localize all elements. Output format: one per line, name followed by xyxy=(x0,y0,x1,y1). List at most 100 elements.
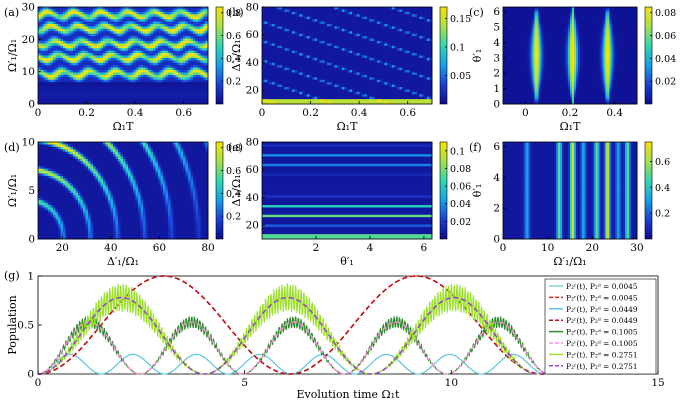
heatmap-cell xyxy=(267,12,270,15)
heatmap-cell xyxy=(178,89,181,92)
heatmap-cell xyxy=(178,63,181,66)
heatmap-cell xyxy=(272,34,275,37)
heatmap-cell xyxy=(66,19,69,22)
heatmap-cell xyxy=(98,43,101,46)
heatmap-cell xyxy=(400,89,403,92)
heatmap-cell xyxy=(51,89,54,92)
heatmap-cell xyxy=(302,34,305,37)
heatmap-cell xyxy=(198,24,201,27)
heatmap-cell xyxy=(98,29,101,32)
heatmap-cell xyxy=(188,48,191,51)
heatmap-cell xyxy=(340,68,343,71)
heatmap-cell xyxy=(138,58,141,61)
heatmap-cell xyxy=(277,9,280,12)
heatmap-cell xyxy=(295,24,298,27)
heatmap-cell xyxy=(171,80,174,83)
heatmap-cell xyxy=(352,82,355,85)
heatmap-cell xyxy=(178,65,181,68)
heatmap-cell xyxy=(262,80,265,83)
heatmap-cell xyxy=(96,48,99,51)
heatmap-cell xyxy=(136,41,139,44)
heatmap-cell xyxy=(335,60,338,63)
heatmap-cell xyxy=(280,48,283,51)
heatmap-cell xyxy=(290,77,293,80)
heatmap-cell xyxy=(176,34,179,37)
heatmap-cell xyxy=(58,72,61,75)
heatmap-cell xyxy=(375,94,378,97)
heatmap-cell xyxy=(98,58,101,61)
heatmap-cell xyxy=(183,80,186,83)
heatmap-cell xyxy=(141,53,144,56)
heatmap-cell xyxy=(43,14,46,17)
heatmap-cell xyxy=(295,85,298,88)
heatmap-cell xyxy=(186,19,189,22)
heatmap-cell xyxy=(198,97,201,100)
heatmap-cell xyxy=(138,36,141,39)
heatmap-cell xyxy=(51,58,54,61)
heatmap-cell xyxy=(342,77,345,80)
heatmap-cell xyxy=(287,51,290,54)
heatmap-cell xyxy=(335,75,338,78)
heatmap-cell xyxy=(78,26,81,29)
heatmap-cell xyxy=(302,56,305,59)
heatmap-cell xyxy=(88,7,91,10)
heatmap-cell xyxy=(357,82,360,85)
heatmap-cell xyxy=(113,36,116,39)
heatmap-cell xyxy=(173,22,176,25)
heatmap-cell xyxy=(387,41,390,44)
heatmap-cell xyxy=(397,70,400,73)
heatmap-cell xyxy=(58,92,61,95)
heatmap-cell xyxy=(337,41,340,44)
heatmap-cell xyxy=(43,39,46,42)
heatmap-cell xyxy=(322,53,325,56)
heatmap-cell xyxy=(41,97,44,100)
heatmap-cell xyxy=(191,24,194,27)
heatmap-cell xyxy=(126,51,129,54)
heatmap-cell xyxy=(138,94,141,97)
heatmap-cell xyxy=(108,65,111,68)
heatmap-cell xyxy=(310,43,313,46)
heatmap-cell xyxy=(380,24,383,27)
heatmap-cell xyxy=(46,58,49,61)
heatmap-cell xyxy=(347,12,350,15)
heatmap-cell xyxy=(176,63,179,66)
heatmap-cell xyxy=(96,41,99,44)
heatmap-cell xyxy=(198,36,201,39)
heatmap-cell xyxy=(315,48,318,51)
heatmap-cell xyxy=(141,26,144,29)
heatmap-cell xyxy=(385,39,388,42)
heatmap-cell xyxy=(118,51,121,54)
heatmap-cell xyxy=(148,24,151,27)
heatmap-cell xyxy=(392,48,395,51)
heatmap-cell xyxy=(48,9,51,12)
heatmap-cell xyxy=(73,9,76,12)
heatmap-cell xyxy=(203,65,206,68)
heatmap-cell xyxy=(76,7,79,10)
heatmap-cell xyxy=(123,75,126,78)
heatmap-cell xyxy=(176,43,179,46)
heatmap-cell xyxy=(382,36,385,39)
heatmap-cell xyxy=(270,97,273,100)
heatmap-cell xyxy=(350,58,353,61)
heatmap-cell xyxy=(116,82,119,85)
heatmap-cell xyxy=(86,82,89,85)
heatmap-cell xyxy=(367,58,370,61)
heatmap-cell xyxy=(156,65,159,68)
heatmap-cell xyxy=(387,17,390,20)
heatmap-cell xyxy=(360,99,363,102)
heatmap-cell xyxy=(347,31,350,34)
heatmap-cell xyxy=(350,92,353,95)
heatmap-cell xyxy=(390,17,393,20)
heatmap-cell xyxy=(262,26,265,29)
heatmap-cell xyxy=(315,70,318,73)
heatmap-cell xyxy=(317,34,320,37)
heatmap-cell xyxy=(305,58,308,61)
heatmap-cell xyxy=(108,34,111,37)
heatmap-cell xyxy=(198,41,201,44)
heatmap-cell xyxy=(342,34,345,37)
heatmap-cell xyxy=(292,63,295,66)
heatmap-cell xyxy=(176,70,179,73)
heatmap-cell xyxy=(285,9,288,12)
heatmap-cell xyxy=(163,7,166,10)
heatmap-cell xyxy=(307,65,310,68)
